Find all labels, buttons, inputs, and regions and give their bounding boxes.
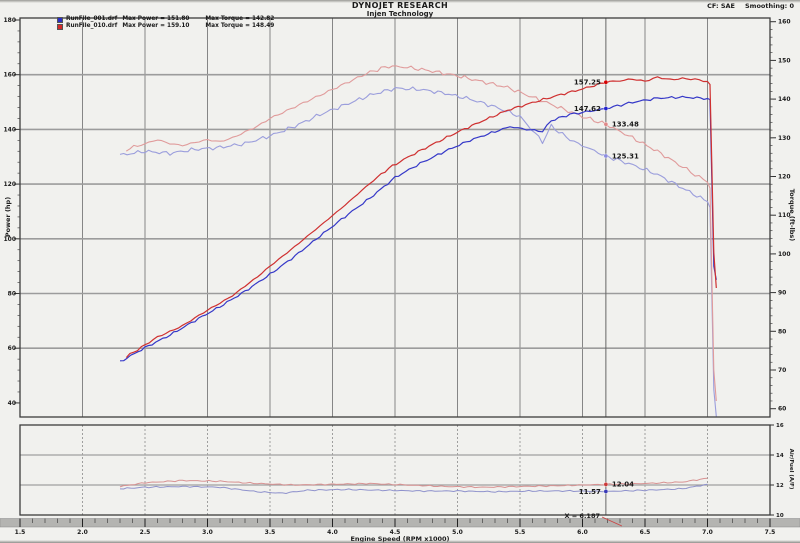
torque-tick-label: 150 (778, 57, 791, 64)
power-tick-label: 80 (8, 290, 16, 297)
cursor-readout-value: 125.31 (612, 152, 639, 160)
cursor-readout-value: 147.62 (574, 105, 601, 113)
x-tick-label: 4.5 (390, 529, 401, 536)
afr-tick-label: 12 (776, 483, 784, 489)
x-tick-label: 3.5 (265, 529, 276, 536)
legend-run1-max-torque: Max Torque = 142.82 (205, 16, 275, 22)
correction-factor: CF: SAE (707, 2, 735, 10)
cursor-readout-value: 157.25 (574, 79, 601, 87)
torque-tick-label: 80 (778, 328, 786, 335)
torque-tick-label: 140 (778, 96, 791, 103)
page-title: DYNOJET RESEARCH (351, 1, 449, 10)
cursor-readout-dot (603, 489, 609, 494)
cursor-readout-dot (603, 153, 609, 159)
run1-power-curve (119, 95, 717, 362)
power-tick-label: 60 (8, 345, 16, 352)
legend-run1-file: RunFile_001.drf (66, 16, 118, 22)
afr-plot-border (19, 424, 771, 516)
power-tick-label: 140 (3, 126, 16, 133)
power-tick-label: 180 (3, 17, 16, 24)
legend-row-run2: RunFile_010.drf Max Power = 159.10 Max T… (57, 23, 274, 30)
legend-run2-max-power: Max Power = 159.10 (122, 23, 190, 29)
legend: RunFile_001.drf Max Power = 151.80 Max T… (57, 16, 274, 30)
x-axis-title: Engine Speed (RPM x1000) (350, 535, 450, 543)
run2-afr-curve (119, 477, 708, 489)
x-tick-label: 5.0 (452, 529, 463, 536)
x-tick-label: 1.5 (15, 529, 26, 536)
power-axis-title: Power (hp) (4, 196, 12, 238)
cursor-readout-dot (603, 121, 609, 127)
cursor-label-leader (601, 516, 623, 527)
torque-tick-label: 110 (778, 212, 791, 219)
legend-run2-file: RunFile_010.drf (66, 23, 118, 29)
cursor-readout-dot (603, 106, 609, 111)
correction-info: CF: SAE Smoothing: 0 (707, 2, 794, 10)
x-tick-label: 3.0 (202, 529, 213, 536)
x-tick-label: 6.5 (640, 529, 651, 536)
run1-torque-curve (119, 86, 717, 417)
power-tick-label: 160 (3, 72, 16, 79)
cursor-x-label: X = 6.187 (564, 512, 600, 520)
rpm-ruler-bar (0, 518, 800, 528)
x-tick-label: 6.0 (577, 529, 588, 536)
x-tick-label: 7.5 (765, 529, 776, 536)
power-tick-label: 120 (3, 181, 16, 188)
cursor-readout-dot (603, 79, 609, 85)
power-tick-label: 40 (8, 400, 16, 407)
legend-run1-max-power: Max Power = 151.80 (122, 16, 190, 22)
torque-tick-label: 60 (778, 406, 786, 413)
torque-tick-label: 160 (778, 19, 791, 26)
legend-run2-max-torque: Max Torque = 148.49 (205, 23, 275, 29)
smoothing-setting: Smoothing: 0 (744, 2, 794, 10)
run2-torque-curve (126, 65, 717, 402)
afr-tick-label: 16 (776, 423, 784, 429)
cursor-readout-value: 11.57 (579, 488, 601, 496)
cursor-readout-value: 12.04 (612, 481, 634, 489)
x-tick-label: 5.5 (515, 529, 526, 536)
x-tick-label: 2.5 (140, 529, 151, 536)
x-tick-label: 4.0 (327, 529, 338, 536)
run2-power-curve (125, 76, 717, 358)
x-tick-label: 7.0 (702, 529, 713, 536)
afr-axis-title: Air/Fuel (A/F) (788, 448, 794, 490)
legend-swatch-run1-icon (57, 16, 63, 23)
torque-tick-label: 90 (778, 290, 786, 297)
cursor-readout-value: 133.48 (612, 121, 639, 129)
torque-axis-title: Torque (ft-lbs) (788, 188, 796, 242)
legend-row-run1: RunFile_001.drf Max Power = 151.80 Max T… (57, 16, 274, 23)
page-subtitle: Injen Technology (366, 10, 434, 18)
power-tick-label: 100 (3, 236, 16, 243)
afr-tick-label: 14 (776, 453, 784, 459)
cursor-readout-dot (603, 482, 609, 487)
torque-tick-label: 70 (778, 367, 786, 374)
torque-tick-label: 130 (778, 135, 791, 142)
run1-afr-curve (119, 483, 708, 494)
main-plot-border (19, 17, 771, 418)
legend-swatch-run2-icon (57, 23, 63, 30)
x-tick-label: 2.0 (77, 529, 88, 536)
afr-tick-label: 10 (776, 513, 784, 519)
torque-tick-label: 120 (778, 174, 791, 181)
torque-tick-label: 100 (778, 251, 791, 258)
